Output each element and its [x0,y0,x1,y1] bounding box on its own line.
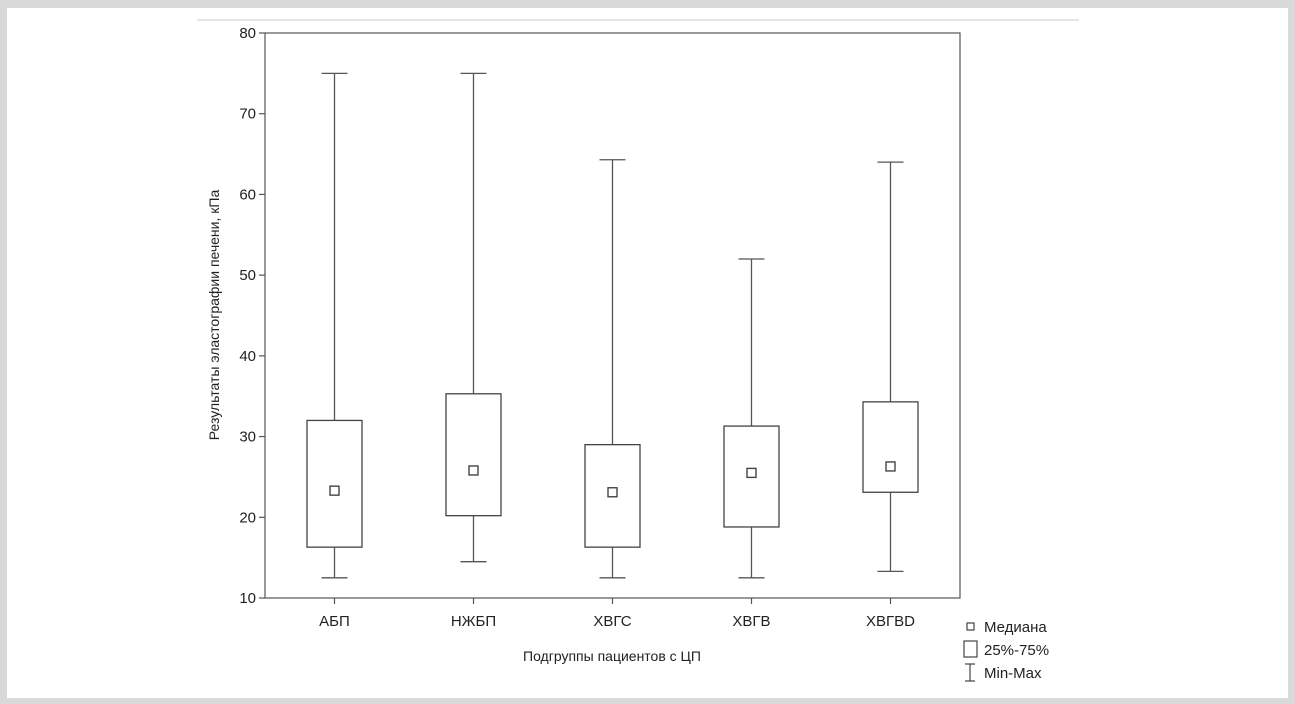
legend-item-box: 25%-75% [963,640,1049,659]
iqr-box [445,393,502,517]
legend-item-median: Медиана [966,619,1047,636]
box-group [306,72,363,579]
median-marker [468,465,479,476]
y-tick-label: 30 [239,429,256,446]
x-axis: АБП НЖБП ХВГС ХВГВ ХВГВD [319,598,915,630]
legend: Медиана 25%-75% Min-Max [963,619,1049,682]
whisker-symbol-icon [965,663,975,682]
median-marker-icon [966,622,975,631]
legend-label-whisker: Min-Max [984,665,1042,682]
y-tick-label: 50 [239,267,256,284]
median-marker [329,485,340,496]
x-tick-label: ХВГВD [866,613,915,630]
iqr-box [862,401,919,493]
median-marker [885,461,896,472]
y-axis: 10 20 30 40 50 60 70 80 [239,25,265,607]
box-group [862,161,919,573]
box-plot-chart: 10 20 30 40 50 60 70 80 АБП НЖБП ХВГС ХВГВ ХВГВD Ре… [197,19,1079,682]
legend-item-whisker: Min-Max [965,663,1042,682]
y-tick-label: 20 [239,509,256,526]
y-tick-label: 60 [239,186,256,203]
median-marker [746,467,757,479]
boxes [306,72,919,579]
figure-frame: 10 20 30 40 50 60 70 80 АБП НЖБП ХВГС ХВГВ ХВГВD Ре… [7,8,1288,698]
x-tick-label: ХВГВ [732,613,770,630]
x-tick-label: ХВГС [593,613,631,630]
median-marker [607,487,618,498]
x-tick-label: АБП [319,613,350,630]
y-tick-label: 80 [239,25,256,42]
iqr-box [306,419,363,548]
box-group [723,258,780,579]
legend-label-median: Медиана [984,619,1047,636]
y-axis-label: Результаты эластографии печени, кПа [206,190,222,441]
x-tick-label: НЖБП [451,613,496,630]
x-axis-label: Подгруппы пациентов с ЦП [523,648,701,664]
y-tick-label: 10 [239,590,256,607]
box-group [584,159,641,579]
y-tick-label: 40 [239,348,256,365]
y-tick-label: 70 [239,106,256,123]
legend-label-box: 25%-75% [984,642,1049,659]
box-symbol-icon [963,640,978,658]
box-group [445,72,502,563]
